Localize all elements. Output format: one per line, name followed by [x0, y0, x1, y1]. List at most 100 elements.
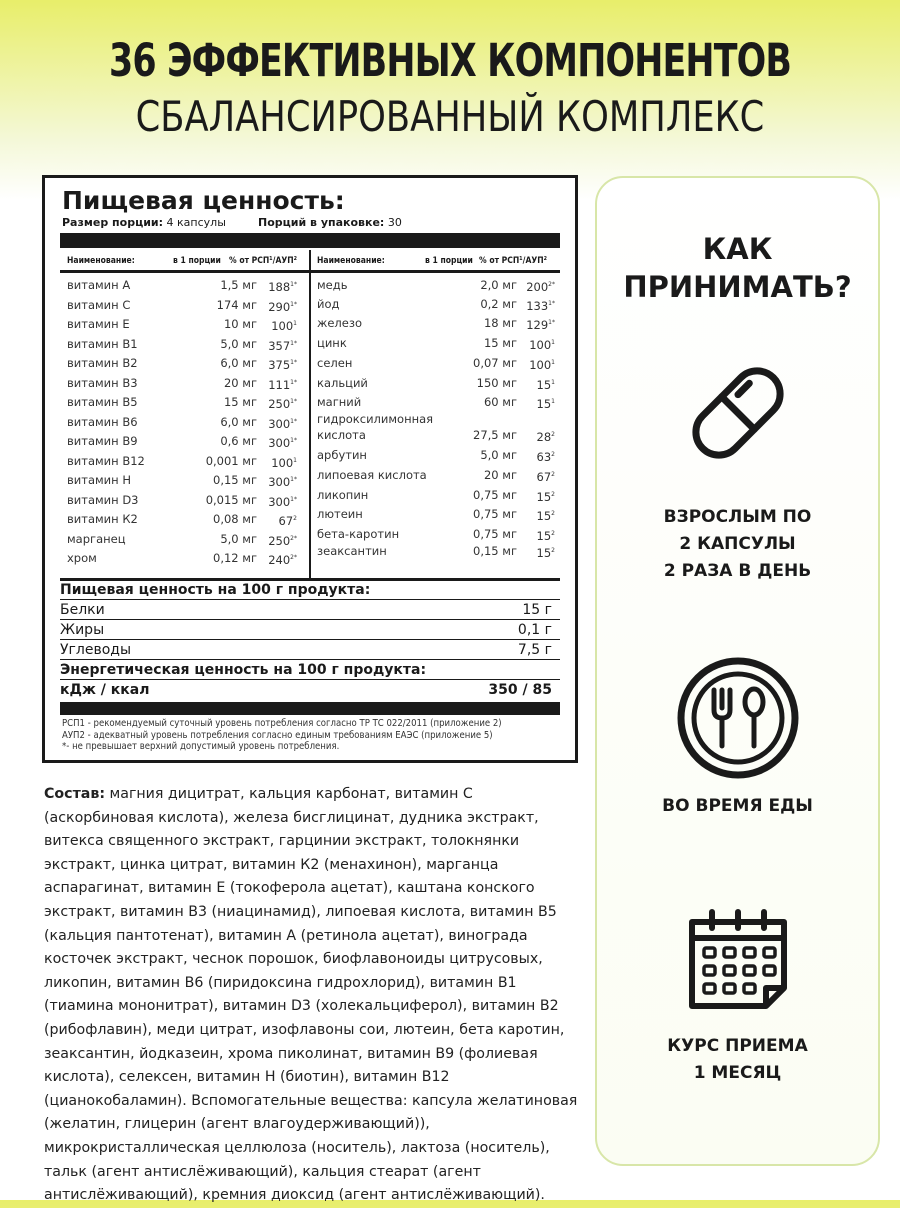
nutrient-row: магний 60 мг 151: [317, 393, 557, 411]
nutrient-name: арбутин: [317, 448, 367, 462]
howto-title-line2: ПРИНИМАТЬ?: [623, 270, 852, 304]
dosage-line3: 2 РАЗА В ДЕНЬ: [663, 561, 812, 581]
nutrient-row: витамин Н 0,15 мг 3001*: [67, 471, 307, 489]
protein-label: Белки: [60, 602, 105, 618]
nutrient-name: марганец: [67, 531, 126, 546]
serving-size-label: Размер порции:: [62, 216, 164, 229]
carbs-row: Углеводы 7,5 г: [60, 640, 560, 660]
nutrient-name: цинк: [317, 336, 347, 350]
nutrient-row: витамин В1 5,0 мг 3571*: [67, 335, 307, 353]
nutrition-facts-panel: Пищевая ценность: Размер порции: 4 капсу…: [42, 175, 578, 763]
nutrient-name: витамин В1: [67, 336, 138, 351]
fat-value: 0,1 г: [517, 622, 552, 638]
nutrient-percent: 1331*: [526, 298, 555, 313]
nutrient-row: йод 0,2 мг 1331*: [317, 295, 557, 313]
nutrition-title: Пищевая ценность:: [62, 186, 345, 215]
nutrient-amount: 0,75 мг: [473, 527, 517, 541]
dosage-line1: ВЗРОСЛЫМ ПО: [663, 507, 812, 527]
nutrient-row: витамин Е 10 мг 1001: [67, 315, 307, 333]
nutrient-amount: 5,0 мг: [220, 336, 257, 351]
nutrient-name: магний: [317, 395, 362, 409]
carbs-value: 7,5 г: [517, 642, 552, 658]
nutrient-row: витамин А 1,5 мг 1881*: [67, 276, 307, 294]
nutrient-row: арбутин 5,0 мг 632: [317, 446, 557, 464]
headline-components: 36 ЭФФЕКТИВНЫХ КОМПОНЕНТОВ: [108, 34, 792, 87]
course-line1: КУРС ПРИЕМА: [667, 1036, 808, 1056]
energy-row: кДж / ккал 350 / 85: [60, 680, 560, 700]
nutrient-percent: 1001: [271, 455, 297, 470]
nutrient-amount: 20 мг: [483, 468, 517, 482]
nutrient-amount: 0,75 мг: [473, 488, 517, 502]
nutrient-row: гидроксилимонная кислота 27,5 мг 282: [317, 412, 557, 444]
nutrient-amount: 6,0 мг: [220, 414, 257, 429]
nutrient-name: железо: [317, 316, 363, 330]
nutrient-row: ликопин 0,75 мг 152: [317, 486, 557, 504]
nutrient-percent: 2002*: [526, 279, 555, 294]
nutrient-row: витамин D3 0,015 мг 3001*: [67, 491, 307, 509]
nutrient-row: витамин В9 0,6 мг 3001*: [67, 432, 307, 450]
nutrient-name: витамин К2: [67, 512, 138, 526]
nutrient-row: витамин В12 0,001 мг 1001: [67, 452, 307, 470]
protein-value: 15 г: [522, 602, 552, 618]
fat-label: Жиры: [60, 622, 105, 638]
nutrient-amount: 2,0 мг: [480, 278, 517, 292]
nutrient-name: витамин Е: [67, 317, 130, 331]
servings-label: Порций в упаковке:: [258, 216, 385, 229]
footnote-asterisk: *- не превышает верхний допустимый урове…: [62, 741, 340, 752]
nutrient-name: витамин С: [67, 297, 131, 312]
nutrient-amount: 6,0 мг: [220, 356, 257, 370]
nutrient-percent: 1001: [529, 357, 555, 372]
nutrient-name: витамин В12: [67, 453, 145, 468]
calendar-icon: [688, 909, 787, 1009]
footer-bar: [60, 702, 560, 715]
nutrient-percent: 3001*: [268, 435, 297, 450]
nutrient-amount: 60 мг: [483, 395, 517, 409]
nutrient-amount: 0,2 мг: [480, 297, 517, 311]
nutrient-name: селен: [317, 356, 353, 370]
nutrient-name: витамин В3: [67, 375, 138, 390]
nutrient-name: витамин В6: [67, 414, 138, 429]
nutrient-row: зеаксантин 0,15 мг 152: [317, 542, 557, 560]
nutrient-percent: 1001: [529, 337, 555, 352]
nutrient-percent: 151: [536, 396, 555, 411]
nutrient-percent: 152: [536, 545, 555, 560]
nutrient-amount: 0,15 мг: [473, 544, 517, 558]
nutrient-name: липоевая кислота: [317, 468, 427, 482]
headline-balanced: СБАЛАНСИРОВАННЫЙ КОМПЛЕКС: [135, 92, 765, 141]
how-to-take-panel: КАК ПРИНИМАТЬ? ВЗРОСЛЫМ ПО 2 КАПСУЛЫ 2 Р…: [595, 176, 880, 1166]
nutrient-amount: 0,015 мг: [205, 492, 257, 507]
energy-title: Энергетическая ценность на 100 г продукт…: [60, 660, 560, 680]
nutrient-name: витамин А: [67, 278, 131, 292]
dosage-line2: 2 КАПСУЛЫ: [679, 534, 796, 554]
nutrient-name: витамин В9: [67, 434, 138, 448]
nutrient-name: медь: [317, 278, 348, 292]
nutrient-row: марганец 5,0 мг 2502*: [67, 530, 307, 548]
col-amount-left: в 1 порции: [173, 256, 221, 266]
column-divider: [309, 250, 311, 580]
footnote-aup: АУП2 - адекватный уровень потребления со…: [62, 729, 493, 741]
nutrient-name: ликопин: [317, 488, 369, 502]
nutrient-amount: 0,001 мг: [205, 453, 257, 468]
servings-per-container: Порций в упаковке: 30: [258, 216, 402, 229]
nutrient-row: витамин В5 15 мг 2501*: [67, 393, 307, 411]
nutrient-name: бета-каротин: [317, 527, 400, 541]
nutrient-row: селен 0,07 мг 1001: [317, 354, 557, 372]
nutrient-percent: 672: [536, 469, 555, 484]
serving-size-value: 4 капсулы: [166, 216, 226, 229]
footnote-rsp: РСП1 - рекомендуемый суточный уровень по…: [62, 718, 502, 729]
nutrient-name: хром: [67, 551, 97, 565]
nutrient-amount: 18 мг: [483, 316, 517, 330]
nutrient-amount: 10 мг: [223, 317, 257, 331]
course-text: КУРС ПРИЕМА 1 МЕСЯЦ: [597, 1033, 878, 1087]
nutrient-amount: 150 мг: [476, 376, 517, 390]
nutrient-name: зеаксантин: [317, 544, 387, 558]
howto-title-line1: КАК: [702, 232, 773, 266]
nutrient-percent: 3001*: [268, 416, 297, 431]
nutrient-amount: 0,08 мг: [213, 512, 257, 526]
col-pct-left: % от РСП¹/АУП²: [229, 256, 298, 266]
nutrient-amount: 15 мг: [483, 336, 517, 350]
nutrient-amount: 20 мг: [223, 375, 257, 390]
nutrient-row: железо 18 мг 1291*: [317, 314, 557, 332]
nutrient-name: витамин В5: [67, 395, 138, 409]
dosage-text: ВЗРОСЛЫМ ПО 2 КАПСУЛЫ 2 РАЗА В ДЕНЬ: [597, 504, 878, 585]
